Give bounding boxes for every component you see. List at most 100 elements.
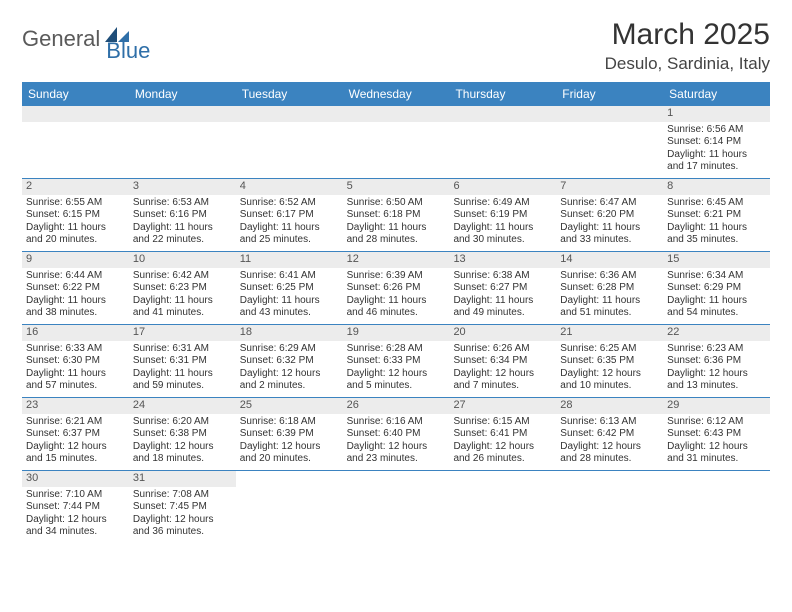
day-info-line: Sunrise: 6:50 AM [347,197,446,210]
day-info-line: Sunset: 6:36 PM [667,355,766,368]
day-number: 6 [449,179,556,195]
day-cell: 4Sunrise: 6:52 AMSunset: 6:17 PMDaylight… [236,179,343,251]
day-number: 17 [129,325,236,341]
day-info-line: Sunrise: 6:23 AM [667,343,766,356]
day-info-line: Daylight: 12 hours and 26 minutes. [453,441,552,466]
day-cell: 29 Sunrise: 6:12 AMSunset: 6:43 PMDayligh… [663,398,770,470]
day-cell [663,471,770,543]
day-info-line: Daylight: 12 hours and 13 minutes. [667,368,766,393]
weekday-header: Thursday [449,82,556,106]
day-info-line: Daylight: 12 hours and 2 minutes. [240,368,339,393]
day-number: 30 [22,471,129,487]
week-row: 30Sunrise: 7:10 AMSunset: 7:44 PMDayligh… [22,471,770,543]
day-info-line: Sunrise: 6:16 AM [347,416,446,429]
empty-day-bar [556,106,663,122]
day-info-line: Sunset: 6:15 PM [26,209,125,222]
day-info-line: Daylight: 12 hours and 15 minutes. [26,441,125,466]
day-info-line: Daylight: 11 hours and 33 minutes. [560,222,659,247]
day-cell: 14Sunrise: 6:36 AMSunset: 6:28 PMDayligh… [556,252,663,324]
day-cell: 1Sunrise: 6:56 AMSunset: 6:14 PMDaylight… [663,106,770,178]
day-info-line: Sunrise: 6:56 AM [667,124,766,137]
day-info-line: Daylight: 12 hours and 5 minutes. [347,368,446,393]
day-info-line: Sunrise: 6:36 AM [560,270,659,283]
day-info-line: Sunset: 6:29 PM [667,282,766,295]
day-number: 7 [556,179,663,195]
week-row: 16Sunrise: 6:33 AMSunset: 6:30 PMDayligh… [22,325,770,398]
day-cell: 13Sunrise: 6:38 AMSunset: 6:27 PMDayligh… [449,252,556,324]
day-info-line: Sunrise: 6:45 AM [667,197,766,210]
day-info-line: Daylight: 12 hours and 7 minutes. [453,368,552,393]
day-info-line: Sunset: 6:18 PM [347,209,446,222]
day-cell: 5Sunrise: 6:50 AMSunset: 6:18 PMDaylight… [343,179,450,251]
day-cell: 30Sunrise: 7:10 AMSunset: 7:44 PMDayligh… [22,471,129,543]
day-info-line: Daylight: 12 hours and 36 minutes. [133,514,232,539]
day-cell: 23Sunrise: 6:21 AMSunset: 6:37 PMDayligh… [22,398,129,470]
day-cell [236,471,343,543]
week-row: 9Sunrise: 6:44 AMSunset: 6:22 PMDaylight… [22,252,770,325]
day-number: 2 [22,179,129,195]
empty-day-bar [449,106,556,122]
logo-text-general: General [22,26,100,51]
day-info-line: Sunrise: 6:44 AM [26,270,125,283]
day-info-line: Sunset: 6:38 PM [133,428,232,441]
logo-text-blue: Blue [106,38,150,63]
day-cell: 16Sunrise: 6:33 AMSunset: 6:30 PMDayligh… [22,325,129,397]
day-info-line: Sunset: 6:17 PM [240,209,339,222]
day-cell: 10Sunrise: 6:42 AMSunset: 6:23 PMDayligh… [129,252,236,324]
day-cell: 7Sunrise: 6:47 AMSunset: 6:20 PMDaylight… [556,179,663,251]
day-info-line: Daylight: 11 hours and 35 minutes. [667,222,766,247]
calendar: SundayMondayTuesdayWednesdayThursdayFrid… [22,82,770,543]
week-row: 1Sunrise: 6:56 AMSunset: 6:14 PMDaylight… [22,106,770,179]
day-info-line: Sunrise: 6:12 AM [667,416,766,429]
day-info-line: Sunrise: 6:13 AM [560,416,659,429]
day-info-line: Sunset: 6:33 PM [347,355,446,368]
day-cell: 18Sunrise: 6:29 AMSunset: 6:32 PMDayligh… [236,325,343,397]
day-info-line: Sunrise: 6:31 AM [133,343,232,356]
day-number: 31 [129,471,236,487]
day-number: 14 [556,252,663,268]
day-cell: 25Sunrise: 6:18 AMSunset: 6:39 PMDayligh… [236,398,343,470]
weekday-header: Monday [129,82,236,106]
day-number: 29 [663,398,770,414]
day-cell [343,471,450,543]
day-info-line: Sunset: 6:32 PM [240,355,339,368]
day-info-line: Daylight: 11 hours and 57 minutes. [26,368,125,393]
day-info-line: Sunset: 6:20 PM [560,209,659,222]
day-number: 28 [556,398,663,414]
day-info-line: Daylight: 12 hours and 31 minutes. [667,441,766,466]
day-info-line: Daylight: 11 hours and 46 minutes. [347,295,446,320]
day-cell: 9Sunrise: 6:44 AMSunset: 6:22 PMDaylight… [22,252,129,324]
day-info-line: Sunrise: 6:52 AM [240,197,339,210]
day-info-line: Sunrise: 6:49 AM [453,197,552,210]
day-info-line: Sunset: 6:14 PM [667,136,766,149]
day-cell [22,106,129,178]
day-info-line: Sunrise: 6:26 AM [453,343,552,356]
day-info-line: Daylight: 11 hours and 22 minutes. [133,222,232,247]
day-info-line: Sunset: 6:28 PM [560,282,659,295]
day-cell: 24Sunrise: 6:20 AMSunset: 6:38 PMDayligh… [129,398,236,470]
day-info-line: Daylight: 11 hours and 49 minutes. [453,295,552,320]
day-info-line: Sunset: 6:43 PM [667,428,766,441]
day-info-line: Daylight: 11 hours and 30 minutes. [453,222,552,247]
day-info-line: Sunset: 6:34 PM [453,355,552,368]
day-info-line: Sunrise: 6:28 AM [347,343,446,356]
page-title: March 2025 [605,18,770,52]
day-info-line: Sunrise: 6:41 AM [240,270,339,283]
day-info-line: Daylight: 12 hours and 28 minutes. [560,441,659,466]
day-cell: 11Sunrise: 6:41 AMSunset: 6:25 PMDayligh… [236,252,343,324]
day-cell: 8Sunrise: 6:45 AMSunset: 6:21 PMDaylight… [663,179,770,251]
day-info-line: Sunrise: 6:55 AM [26,197,125,210]
day-cell: 3Sunrise: 6:53 AMSunset: 6:16 PMDaylight… [129,179,236,251]
day-info-line: Sunset: 7:45 PM [133,501,232,514]
day-number: 19 [343,325,450,341]
weekday-header: Friday [556,82,663,106]
week-row: 2 Sunrise: 6:55 AMSunset: 6:15 PM Daylight… [22,179,770,252]
day-info-line: Sunrise: 6:39 AM [347,270,446,283]
day-cell: 26Sunrise: 6:16 AMSunset: 6:40 PMDayligh… [343,398,450,470]
day-info-line: Daylight: 12 hours and 10 minutes. [560,368,659,393]
day-number: 21 [556,325,663,341]
day-number: 16 [22,325,129,341]
day-info-line: Sunset: 6:39 PM [240,428,339,441]
title-area: March 2025 Desulo, Sardinia, Italy [605,18,770,74]
day-info-line: Sunrise: 6:42 AM [133,270,232,283]
